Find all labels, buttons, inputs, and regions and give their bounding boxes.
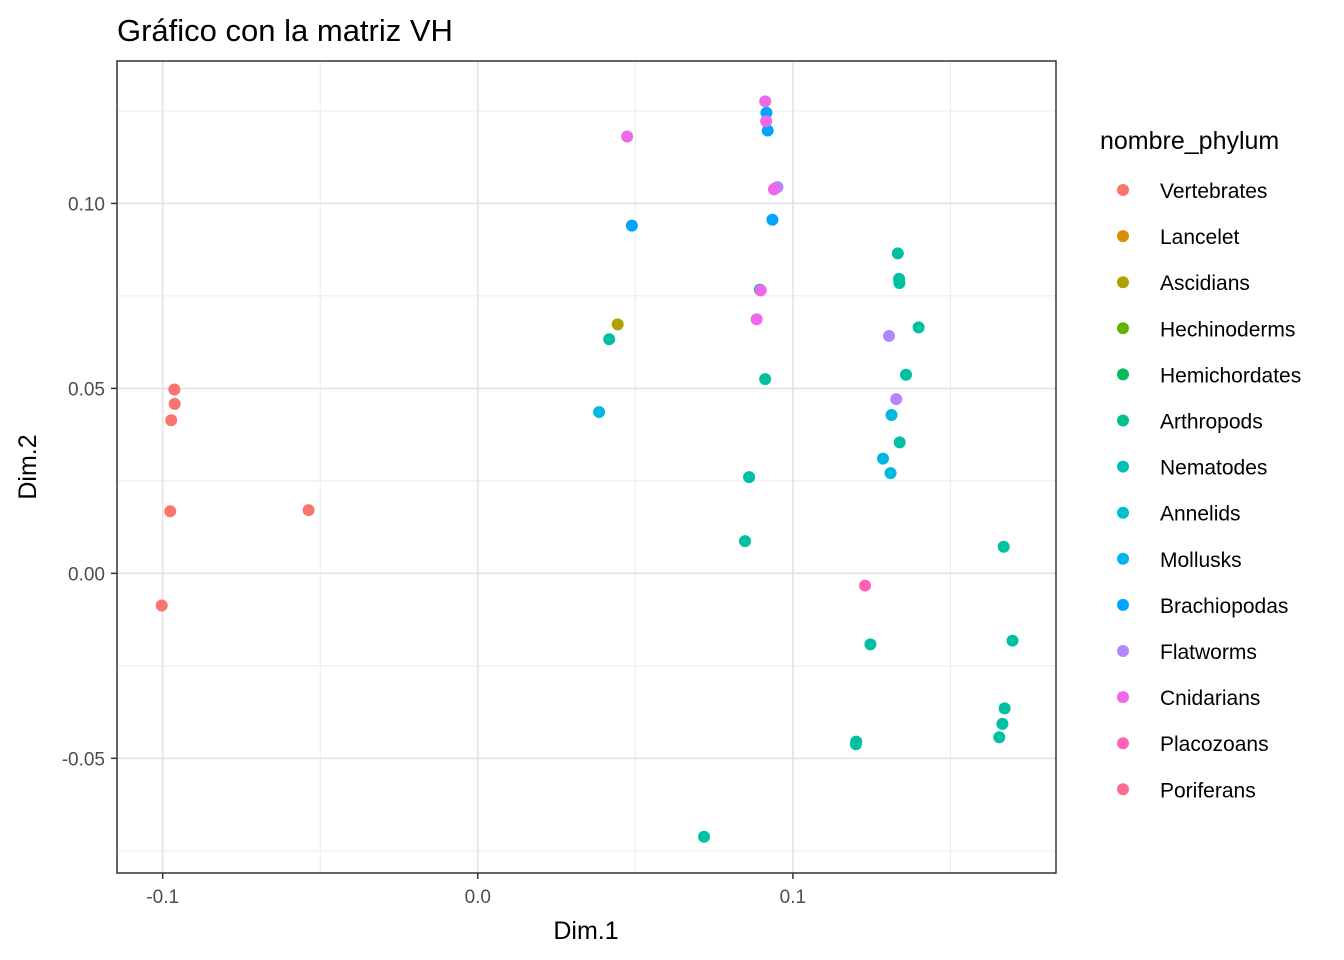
data-point-arthropods [912,321,925,334]
x-axis-title: Dim.1 [553,917,618,945]
x-tick-label: 0.0 [465,887,491,908]
data-point-cnidarians [750,313,763,326]
data-point-poriferans [859,579,872,592]
legend-label: Lancelet [1160,226,1240,249]
x-tick-label: 0.1 [780,887,806,908]
data-point-vertebrates [155,599,168,612]
legend-key-ascidians [1117,276,1129,289]
data-point-arthropods [996,717,1009,730]
legend-key-cnidarians [1117,691,1129,704]
data-point-arthropods [998,702,1011,715]
legend-key-poriferans [1117,783,1129,796]
legend-label: Nematodes [1160,457,1267,480]
data-point-mollusks [761,124,774,137]
legend-label: Hechinoderms [1160,318,1295,341]
legend-key-nematodes [1117,460,1129,473]
data-point-vertebrates [168,397,181,410]
legend-key-vertebrates [1117,184,1129,196]
legend-label: Vertebrates [1160,180,1267,203]
data-point-flatworms [890,393,903,406]
legend-label: Arthropods [1160,411,1263,434]
chart-title: Gráfico con la matriz VH [117,13,453,48]
data-point-arthropods [849,738,862,751]
legend-key-flatworms [1117,645,1129,657]
legend-label: Flatworms [1160,641,1257,664]
data-point-nematodes [877,452,890,465]
legend-key-hechinoderms [1117,322,1129,335]
legend-label: Ascidians [1160,272,1250,295]
data-point-arthropods [743,471,756,484]
data-point-arthropods [603,333,616,346]
data-point-arthropods [900,368,913,381]
data-points [155,95,1019,843]
y-tick-label: 0.00 [68,564,105,585]
y-axis-title: Dim.2 [14,434,42,499]
legend-key-mollusks [1117,552,1129,565]
data-point-vertebrates [302,504,315,517]
legend-label: Cnidarians [1160,687,1260,710]
legend-key-lancelet [1117,230,1129,243]
data-point-arthropods [893,276,906,289]
legend-key-placozoans [1117,737,1129,750]
legend-label: Annelids [1160,503,1241,526]
y-tick-label: -0.05 [62,749,105,770]
legend-label: Hemichordates [1160,364,1301,387]
data-point-cnidarians [759,95,772,108]
plot-panel-border [116,60,1057,874]
data-point-arthropods [893,436,906,449]
data-point-cnidarians [760,115,773,128]
data-point-mollusks [766,213,779,226]
legend-title: nombre_phylum [1100,127,1279,155]
legend-key-brachiopodas [1117,598,1129,611]
legend-key-annelids [1117,506,1129,519]
data-point-arthropods [864,638,877,651]
y-tick-label: 0.05 [68,379,105,400]
data-point-arthropods [759,373,772,386]
data-point-mollusks [760,106,773,119]
data-point-nematodes [593,406,606,419]
data-point-arthropods [738,535,751,548]
data-point-arthropods [698,830,711,843]
data-point-nematodes [885,409,898,422]
legend-label: Brachiopodas [1160,595,1288,618]
data-point-ascidians [611,318,624,331]
legend-key-arthropods [1117,414,1129,427]
y-tick-label: 0.10 [68,194,105,215]
data-point-cnidarians [621,130,634,143]
data-point-vertebrates [165,414,178,427]
legend-key-hemichordates [1117,368,1129,381]
legend-label: Mollusks [1160,549,1242,572]
data-point-cnidarians [767,183,780,196]
data-point-arthropods [993,731,1006,744]
data-point-vertebrates [164,505,177,518]
legend: nombre_phylum Vertebrates Lancelet Ascidia… [1100,127,1301,802]
data-point-flatworms [882,329,895,342]
data-point-mollusks [625,219,638,232]
legend-label: Placozoans [1160,733,1269,756]
data-point-arthropods [997,540,1010,553]
data-point-vertebrates [168,383,181,396]
data-point-cnidarians [754,284,767,297]
legend-label: Poriferans [1160,779,1256,802]
axis-ticks: -0.1 0.0 0.1 -0.05 0.00 0.05 0.10 [62,194,806,908]
grid [117,61,1056,873]
data-point-arthropods [891,247,904,260]
data-point-arthropods [1006,634,1019,647]
x-tick-label: -0.1 [146,887,179,908]
data-point-nematodes [884,467,897,480]
